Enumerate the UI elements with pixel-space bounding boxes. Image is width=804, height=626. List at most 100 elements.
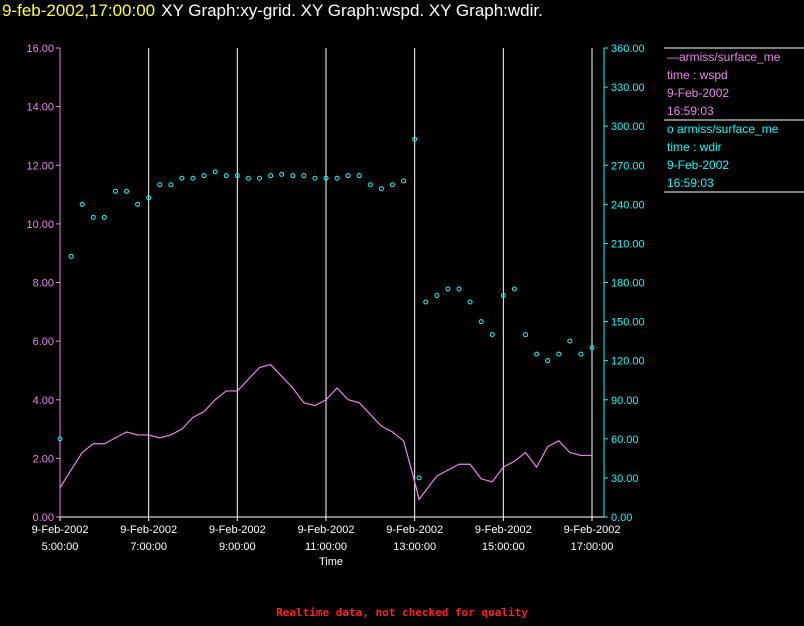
wdir-point xyxy=(323,175,329,181)
wdir-point xyxy=(212,169,218,175)
x-tick-date-2: 9-Feb-2002 xyxy=(209,524,266,536)
x-tick-date-3: 9-Feb-2002 xyxy=(298,524,355,536)
chart-header: 9-feb-2002,17:00:00 XY Graph:xy-grid. XY … xyxy=(2,1,543,21)
wdir-point xyxy=(268,173,274,179)
x-tick-date-0: 9-Feb-2002 xyxy=(32,524,89,536)
wdir-point xyxy=(423,299,429,305)
right-tick-label-2: 60.00 xyxy=(611,434,639,446)
wdir-point xyxy=(489,332,495,338)
wdir-point xyxy=(79,201,85,207)
wdir-point xyxy=(556,351,562,357)
wspd-line xyxy=(59,363,592,501)
x-axis-label: Time xyxy=(319,556,343,568)
wdir-point xyxy=(478,319,484,325)
x-tick-time-5: 15:00:00 xyxy=(482,541,525,553)
wdir-point xyxy=(245,175,251,181)
legend-wdir-line0: o armiss/surface_me xyxy=(667,122,779,136)
x-tick-date-5: 9-Feb-2002 xyxy=(475,524,532,536)
x-tick-time-0: 5:00:00 xyxy=(42,541,79,553)
wdir-point xyxy=(345,173,351,179)
left-tick-label-3: 6.00 xyxy=(33,336,54,348)
left-tick-label-4: 8.00 xyxy=(33,278,54,290)
wdir-point xyxy=(168,182,174,188)
x-tick-date-4: 9-Feb-2002 xyxy=(386,524,443,536)
x-tick-time-1: 7:00:00 xyxy=(130,541,167,553)
right-tick-label-4: 120.00 xyxy=(611,356,645,368)
wdir-point xyxy=(157,182,163,188)
left-tick-label-0: 0.00 xyxy=(33,512,54,524)
wdir-point xyxy=(401,178,407,184)
wdir-point xyxy=(301,173,307,179)
wdir-point xyxy=(545,358,551,364)
wdir-point xyxy=(445,286,451,292)
wdir-point xyxy=(500,293,506,299)
right-tick-label-1: 30.00 xyxy=(611,473,639,485)
x-tick-date-6: 9-Feb-2002 xyxy=(564,524,621,536)
left-tick-label-5: 10.00 xyxy=(26,219,54,231)
left-tick-label-2: 4.00 xyxy=(33,395,54,407)
wdir-point xyxy=(279,171,285,177)
left-tick-label-6: 12.00 xyxy=(26,160,54,172)
wdir-point xyxy=(356,173,362,179)
axes-layer xyxy=(59,48,605,518)
wdir-point xyxy=(68,253,74,259)
legend-wspd-line2: 9-Feb-2002 xyxy=(667,86,729,100)
ticks-layer: 0.00 2.00 4.00 6.00 8.00 10.00 12.00 14.00 16.00… xyxy=(26,43,644,553)
legend-wspd-line1: time : wspd xyxy=(667,68,728,82)
wdir-point xyxy=(567,338,573,344)
wspd-series xyxy=(59,363,592,501)
wdir-point xyxy=(334,175,340,181)
legend-wspd-line0: —armiss/surface_me xyxy=(667,50,781,64)
wdir-point xyxy=(223,173,229,179)
right-tick-label-6: 180.00 xyxy=(611,278,645,290)
right-tick-label-10: 300.00 xyxy=(611,121,645,133)
wdir-point xyxy=(290,173,296,179)
wdir-point xyxy=(312,175,318,181)
right-tick-label-3: 90.00 xyxy=(611,395,639,407)
legend-wdir-line2: 9-Feb-2002 xyxy=(667,158,729,172)
wdir-point xyxy=(90,214,96,220)
wdir-point xyxy=(434,293,440,299)
wdir-point xyxy=(124,188,129,194)
wdir-point xyxy=(378,186,384,192)
wdir-point xyxy=(511,286,517,292)
left-tick-label-7: 14.00 xyxy=(26,102,54,114)
wdir-point xyxy=(534,351,540,357)
wdir-point xyxy=(179,175,185,181)
wdir-point xyxy=(190,175,196,181)
quality-note: Realtime data, not checked for quality xyxy=(276,606,528,619)
right-tick-label-7: 210.00 xyxy=(611,238,645,250)
wdir-point xyxy=(135,201,141,207)
wdir-point xyxy=(234,173,240,179)
graph-title: XY Graph:xy-grid. XY Graph:wspd. XY Grap… xyxy=(161,1,543,20)
left-tick-label-8: 16.00 xyxy=(26,43,54,55)
wdir-point xyxy=(112,188,118,194)
right-tick-label-0: 0.00 xyxy=(611,512,632,524)
x-tick-time-4: 13:00:00 xyxy=(393,541,436,553)
wdir-point xyxy=(201,173,207,179)
legend: —armiss/surface_me time : wspd 9-Feb-200… xyxy=(664,47,804,193)
wdir-point xyxy=(456,286,462,292)
right-tick-label-11: 330.00 xyxy=(611,82,645,94)
right-tick-label-8: 240.00 xyxy=(611,199,645,211)
wdir-point xyxy=(578,351,584,357)
wdir-point xyxy=(257,175,262,181)
x-tick-time-6: 17:00:00 xyxy=(571,541,614,553)
wdir-point xyxy=(416,475,422,481)
legend-wdir-line1: time : wdir xyxy=(667,140,722,154)
x-tick-time-3: 11:00:00 xyxy=(305,541,347,553)
x-tick-date-1: 9-Feb-2002 xyxy=(120,524,177,536)
timestamp: 9-feb-2002,17:00:00 xyxy=(2,1,156,20)
wdir-point xyxy=(467,299,473,305)
legend-wspd-line3: 16:59:03 xyxy=(667,104,714,118)
right-tick-label-9: 270.00 xyxy=(611,160,645,172)
wdir-point xyxy=(589,345,595,351)
x-tick-time-2: 9:00:00 xyxy=(219,541,256,553)
wdir-point xyxy=(523,332,528,338)
grid-layer xyxy=(148,48,593,517)
wdir-point xyxy=(367,182,373,188)
legend-wdir-line3: 16:59:03 xyxy=(667,176,714,190)
right-tick-label-5: 150.00 xyxy=(611,317,645,329)
wdir-point xyxy=(412,136,418,142)
